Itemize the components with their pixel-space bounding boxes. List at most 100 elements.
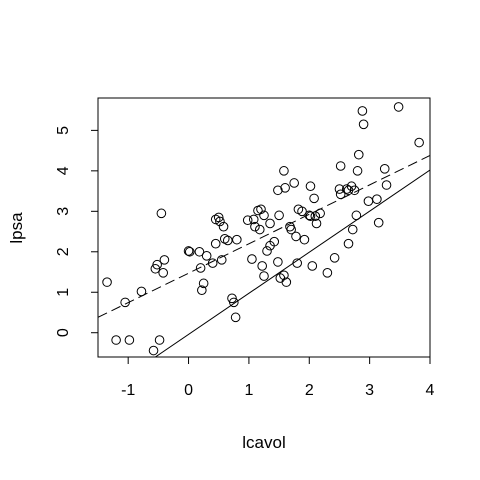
data-point (289, 178, 299, 188)
data-point (279, 166, 289, 176)
data-point (274, 210, 284, 221)
data-point (230, 312, 241, 323)
data-point (305, 211, 316, 221)
data-point (281, 277, 292, 287)
data-point (286, 224, 296, 235)
data-point (335, 161, 346, 171)
y-tick-label: 5 (55, 126, 72, 135)
y-tick-label: 3 (55, 207, 72, 216)
data-point (352, 166, 363, 176)
data-point (307, 261, 318, 271)
data-point (273, 185, 283, 196)
data-point (159, 255, 170, 265)
data-point (315, 208, 325, 219)
data-point (213, 212, 224, 223)
x-tick-label: 4 (426, 382, 435, 399)
data-point (183, 246, 194, 256)
data-point (310, 211, 321, 221)
data-point (372, 194, 382, 204)
data-point (136, 286, 147, 297)
data-point (148, 345, 159, 356)
y-axis: 0 1 2 3 4 5 (55, 126, 99, 337)
data-point (154, 335, 165, 345)
data-point (184, 246, 195, 257)
data-point (299, 234, 310, 245)
data-point (381, 180, 392, 190)
data-point (297, 206, 307, 217)
data-point (265, 218, 275, 229)
x-tick-label: 1 (244, 382, 253, 399)
x-tick-label: 3 (365, 382, 374, 399)
data-point (120, 297, 130, 308)
data-point (247, 254, 257, 264)
data-point (363, 196, 374, 206)
data-point (414, 137, 424, 148)
data-point (215, 216, 225, 227)
data-point (358, 119, 369, 130)
x-tick-label: -1 (121, 382, 135, 399)
data-point (279, 270, 289, 281)
data-point (351, 210, 362, 221)
data-point (197, 285, 207, 296)
data-point (218, 221, 229, 232)
data-point (152, 259, 162, 270)
data-point (256, 204, 266, 215)
data-point (102, 277, 112, 287)
data-point (216, 255, 227, 265)
data-point (156, 208, 167, 219)
x-axis-label: lcavol (242, 433, 285, 452)
data-point (379, 164, 390, 174)
data-point (195, 263, 206, 273)
data-point (259, 271, 269, 281)
data-point (259, 210, 269, 221)
data-point (262, 246, 272, 256)
data-point (257, 261, 267, 271)
data-point (353, 149, 364, 160)
data-point (207, 258, 218, 268)
x-tick-label: 2 (305, 382, 314, 399)
data-point (158, 268, 168, 278)
data-point (229, 297, 239, 308)
data-point (311, 218, 322, 229)
data-point (304, 210, 315, 221)
data-point (357, 106, 368, 116)
data-point (373, 217, 384, 228)
data-point (343, 238, 354, 249)
data-point (242, 215, 253, 226)
data-point (210, 238, 221, 249)
data-point (111, 335, 121, 345)
x-tick-label: 0 (184, 382, 193, 399)
y-tick-label: 1 (55, 288, 72, 297)
data-point (198, 278, 209, 289)
data-point (280, 183, 290, 193)
y-tick-label: 4 (55, 166, 72, 175)
data-point (269, 236, 280, 247)
data-point (194, 246, 205, 257)
data-point (124, 335, 135, 345)
y-tick-label: 2 (55, 247, 72, 256)
data-point (273, 257, 283, 267)
data-point (201, 251, 212, 261)
data-point (305, 181, 316, 192)
dashed-fit-line (98, 155, 430, 318)
data-point (329, 253, 340, 263)
data-point (250, 221, 260, 232)
y-tick-label: 0 (55, 328, 72, 337)
data-point (347, 224, 358, 235)
data-point (393, 102, 404, 112)
data-point (334, 184, 345, 194)
data-points (102, 102, 424, 356)
data-point (349, 185, 360, 196)
data-point (309, 193, 319, 204)
x-axis: -1 0 1 2 3 4 (121, 356, 435, 399)
data-point (291, 231, 301, 242)
data-point (335, 189, 346, 200)
data-point (322, 268, 333, 278)
data-point (341, 184, 352, 194)
data-point (292, 258, 303, 268)
data-point (254, 224, 265, 235)
data-point (232, 234, 242, 245)
data-point (248, 214, 259, 225)
data-point (222, 235, 233, 246)
